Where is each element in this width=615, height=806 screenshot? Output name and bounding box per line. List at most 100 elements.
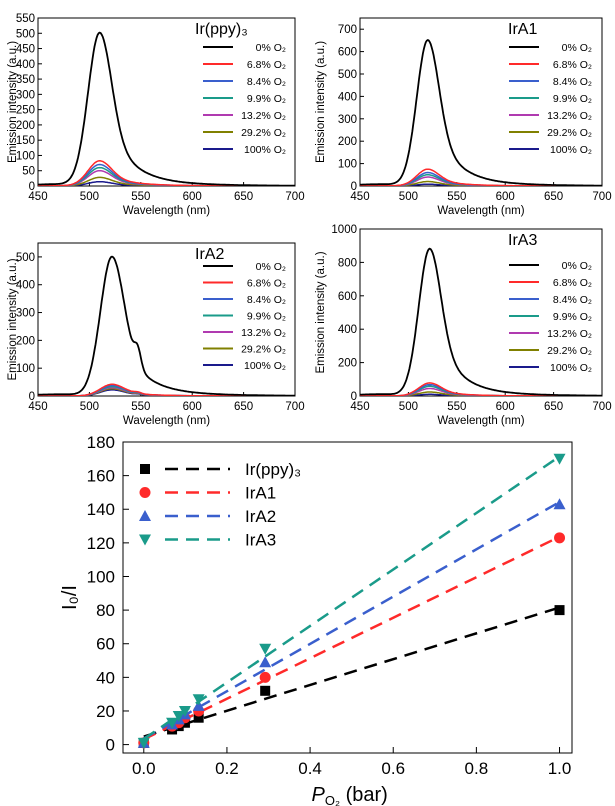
y-tick-label: 100 — [16, 363, 35, 375]
y-tick-label: 120 — [87, 534, 115, 553]
x-axis-label-suffix: (bar) — [340, 784, 388, 806]
legend-label-0: Ir(ppy)₃ — [245, 460, 301, 479]
y-tick-label: 400 — [16, 280, 35, 292]
y-tick-label: 0 — [29, 181, 35, 193]
x-axis-label-prefix: P — [312, 784, 326, 806]
y-axis-label: I₀/I — [59, 585, 81, 610]
legend-label-1: IrA1 — [245, 484, 276, 503]
y-tick-label: 450 — [16, 44, 35, 56]
y-tick-label: 600 — [338, 47, 357, 59]
legend-label-2: IrA2 — [245, 507, 276, 526]
spectrum-line-2 — [360, 171, 602, 186]
legend-label-3: 9.9% O₂ — [553, 311, 592, 323]
data-point-3 — [178, 705, 191, 717]
y-tick-label: 100 — [87, 567, 115, 586]
data-point-3 — [166, 717, 179, 729]
y-tick-label: 40 — [96, 668, 115, 687]
legend-label-3: 9.9% O₂ — [247, 311, 286, 323]
data-point-3 — [553, 453, 566, 465]
y-tick-label: 500 — [338, 69, 357, 81]
y-tick-label: 500 — [16, 28, 35, 40]
spectrum-line-0 — [38, 255, 295, 396]
legend-label-4: 13.2% O₂ — [241, 110, 286, 122]
y-tick-label: 0 — [351, 391, 357, 403]
fit-line-2 — [143, 500, 561, 740]
data-point-2 — [192, 699, 205, 711]
x-tick-label: 0.0 — [132, 759, 156, 778]
spectrum-panel-ir-ppy3: 450 500 550 600 650 700 0 50 100 150 200 250 300 350 4… — [7, 13, 305, 217]
y-tick-label: 200 — [16, 335, 35, 347]
x-tick-label: 550 — [131, 191, 150, 203]
spectrum-line-0 — [360, 247, 602, 396]
x-tick-label: 650 — [544, 191, 563, 203]
plot-frame — [122, 441, 573, 754]
y-axis-label: Emission intensity (a.u.) — [315, 251, 327, 373]
panel-title: IrA3 — [508, 232, 537, 249]
legend-marker-3 — [139, 534, 151, 546]
fit-line-3 — [143, 455, 561, 740]
legend-marker-1 — [139, 487, 151, 498]
x-axis-label: Wavelength (nm) — [123, 415, 210, 427]
legend-label-5: 29.2% O₂ — [547, 345, 592, 357]
y-tick-label: 0 — [351, 181, 357, 193]
data-point-0 — [554, 605, 565, 616]
x-axis-label-subscript: O₂ — [325, 793, 340, 806]
fit-line-0 — [143, 606, 560, 738]
legend-label-6: 100% O₂ — [244, 144, 286, 156]
y-tick-label: 180 — [87, 433, 115, 452]
x-tick-label: 600 — [496, 191, 515, 203]
x-tick-label: 700 — [285, 191, 304, 203]
x-tick-label: 0.8 — [465, 759, 489, 778]
x-tick-label: 500 — [399, 191, 418, 203]
legend-label-6: 100% O₂ — [550, 362, 592, 374]
legend-label-5: 29.2% O₂ — [547, 127, 592, 139]
y-axis-label: Emission intensity (a.u.) — [315, 41, 327, 163]
legend-label-5: 29.2% O₂ — [241, 344, 286, 356]
y-tick-label: 0 — [29, 391, 35, 403]
x-tick-label: 450 — [350, 401, 369, 413]
legend-label-0: 0% O₂ — [256, 261, 286, 273]
x-tick-label: 700 — [592, 191, 611, 203]
y-tick-label: 160 — [87, 467, 115, 486]
y-tick-label: 350 — [16, 74, 35, 86]
y-tick-label: 60 — [96, 635, 115, 654]
legend-label-5: 29.2% O₂ — [241, 127, 286, 139]
y-tick-label: 400 — [16, 59, 35, 71]
legend-label-4: 13.2% O₂ — [241, 327, 286, 339]
x-tick-label: 450 — [28, 401, 47, 413]
y-tick-label: 400 — [338, 324, 357, 336]
data-point-2 — [553, 498, 566, 510]
y-axis-label: Emission intensity (a.u.) — [7, 41, 19, 163]
legend-label-3: 9.9% O₂ — [247, 93, 286, 105]
y-tick-label: 600 — [338, 291, 357, 303]
x-tick-label: 650 — [234, 191, 253, 203]
x-tick-label: 700 — [285, 401, 304, 413]
legend-label-0: 0% O₂ — [562, 260, 592, 272]
data-point-3 — [172, 711, 185, 723]
y-tick-label: 500 — [16, 252, 35, 264]
legend-label-6: 100% O₂ — [550, 144, 592, 156]
x-tick-label: 600 — [496, 401, 515, 413]
panel-title: IrA2 — [195, 246, 224, 263]
y-tick-label: 150 — [16, 135, 35, 147]
y-tick-label: 20 — [96, 702, 115, 721]
data-point-0 — [193, 712, 204, 723]
y-tick-label: 550 — [16, 13, 35, 25]
x-tick-label: 0.2 — [215, 759, 239, 778]
y-tick-label: 50 — [22, 166, 35, 178]
y-tick-label: 200 — [338, 358, 357, 370]
x-tick-label: 600 — [183, 191, 202, 203]
x-tick-label: 0.4 — [298, 759, 322, 778]
legend-label-1: 6.8% O₂ — [247, 278, 286, 290]
legend-label-4: 13.2% O₂ — [547, 110, 592, 122]
x-tick-label: 500 — [80, 191, 99, 203]
data-point-2 — [259, 656, 272, 668]
y-axis-label: Emission intensity (a.u.) — [7, 258, 19, 380]
spectrum-line-0 — [360, 38, 602, 186]
x-tick-label: 600 — [183, 401, 202, 413]
legend-label-2: 8.4% O₂ — [247, 294, 286, 306]
x-tick-label: 550 — [447, 191, 466, 203]
y-tick-label: 1000 — [331, 224, 357, 236]
data-point-0 — [260, 685, 271, 696]
x-tick-label: 1.0 — [548, 759, 572, 778]
